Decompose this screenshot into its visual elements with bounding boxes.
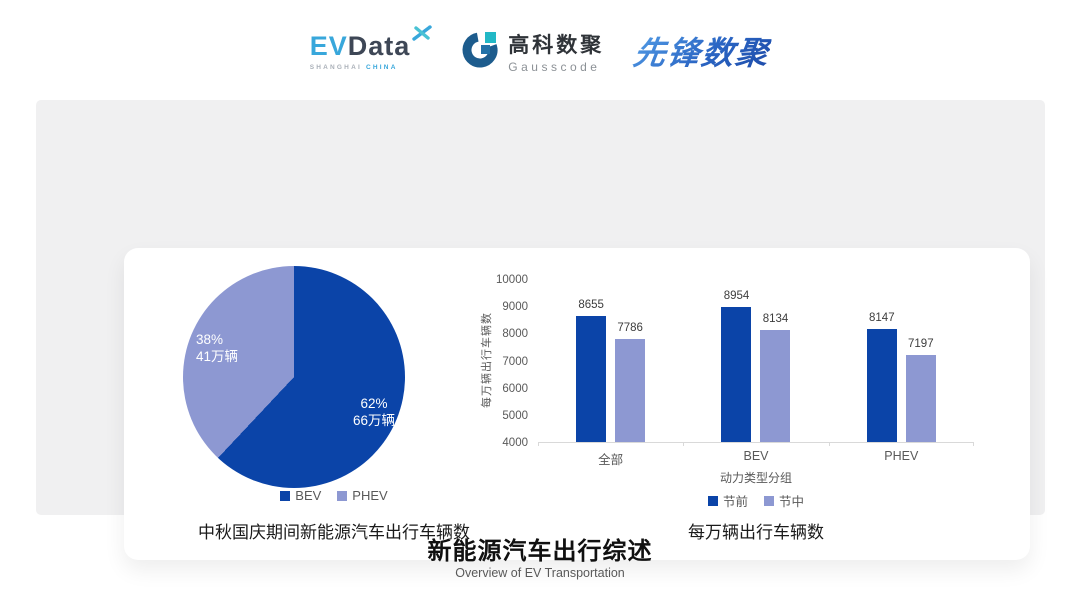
bar-wrap: 8954 xyxy=(721,290,752,442)
bar xyxy=(615,339,646,442)
pioneer-logo: 先锋数聚 xyxy=(631,28,773,74)
bar-group: 8147 7197 PHEV xyxy=(829,280,974,463)
bar xyxy=(866,329,897,442)
bar-legend: 节前 节中 xyxy=(538,491,974,510)
bar-value-label: 8134 xyxy=(762,312,789,325)
gausscode-g-icon xyxy=(460,29,500,74)
y-tick-label: 6000 xyxy=(502,382,528,395)
pie-legend: BEV PHEV xyxy=(124,488,544,503)
gausscode-logo: 高科数聚 Gausscode xyxy=(460,29,604,74)
pie-slice-label-bev: 62% 66万辆 xyxy=(343,395,405,429)
bar-value-label: 8655 xyxy=(578,298,604,311)
axis-tick xyxy=(828,442,830,446)
bar xyxy=(760,329,791,442)
pie-phev-percent: 38% xyxy=(196,332,224,347)
bar-wrap: 8134 xyxy=(760,313,791,442)
y-tick-label: 8000 xyxy=(502,328,528,341)
gausscode-name-cn: 高科数聚 xyxy=(508,33,605,57)
bar-value-label: 8954 xyxy=(723,290,750,303)
bar-chart-title: 每万辆出行车辆数 xyxy=(688,523,824,542)
evdata-tagline-left: SHANGHAI xyxy=(309,64,362,71)
y-tick-label: 7000 xyxy=(502,355,528,368)
y-tick-label: 4000 xyxy=(502,437,528,449)
header: EV Data SHANGHAI CHINA 高科数聚 Gausscode xyxy=(0,18,1080,84)
legend-swatch xyxy=(337,490,348,501)
bar xyxy=(721,307,752,442)
axis-tick xyxy=(538,442,539,446)
legend-item: BEV xyxy=(280,488,321,503)
bar-group: 8655 7786 全部 xyxy=(538,280,683,467)
category-label: BEV xyxy=(743,449,769,463)
pie-chart-title: 中秋国庆期间新能源汽车出行车辆数 xyxy=(198,523,470,542)
report-card: 38% 41万辆 62% 66万辆 BEV PHEV 中秋国庆期间新能源汽车出行车… xyxy=(124,248,1030,560)
legend-item: PHEV xyxy=(337,488,388,503)
evdata-logo-ev: EV xyxy=(309,31,348,61)
category-label: 全部 xyxy=(598,453,624,467)
evdata-logo: EV Data SHANGHAI CHINA xyxy=(309,25,432,71)
pie-chart xyxy=(183,266,405,488)
y-tick-label: 5000 xyxy=(502,409,528,422)
axis-tick xyxy=(973,442,974,446)
bar-wrap: 7197 xyxy=(905,338,936,442)
category-label: PHEV xyxy=(884,449,919,463)
bar xyxy=(905,355,936,442)
page-title: 新能源汽车出行综述 xyxy=(427,538,653,565)
bar-wrap: 7786 xyxy=(615,322,646,442)
legend-swatch xyxy=(280,490,291,501)
evdata-tagline: SHANGHAI CHINA xyxy=(310,64,398,71)
legend-swatch xyxy=(707,495,718,506)
bar xyxy=(576,315,607,442)
y-tick-label: 10000 xyxy=(496,274,528,286)
axis-tick xyxy=(683,442,685,446)
page-subtitle: Overview of EV Transportation xyxy=(455,566,625,580)
bar-wrap: 8147 xyxy=(866,312,897,442)
legend-item: 节中 xyxy=(764,491,804,510)
bar-value-label: 8147 xyxy=(869,312,895,325)
bar-wrap: 8655 xyxy=(576,299,607,442)
pie-bev-percent: 62% xyxy=(360,396,388,411)
evdata-x-icon xyxy=(412,25,432,46)
pie-bev-value: 66万辆 xyxy=(352,413,396,428)
legend-label: 节前 xyxy=(722,495,748,509)
legend-item: 节前 xyxy=(707,491,748,510)
legend-label: 节中 xyxy=(779,495,805,509)
evdata-logo-data: Data xyxy=(347,31,411,61)
gray-panel: 38% 41万辆 62% 66万辆 BEV PHEV 中秋国庆期间新能源汽车出行车… xyxy=(36,100,1045,560)
y-tick-label: 9000 xyxy=(502,301,528,314)
bar-plot: 8655 7786 全部 8954 8134 BEV 8147 7197 PHEV xyxy=(538,280,974,467)
bar-value-label: 7197 xyxy=(908,338,934,351)
bar-value-label: 7786 xyxy=(617,322,643,335)
evdata-tagline-right: CHINA xyxy=(366,64,398,71)
legend-label: BEV xyxy=(295,488,322,503)
legend-swatch xyxy=(764,495,774,506)
pie-slice-label-phev: 38% 41万辆 xyxy=(196,331,238,365)
bar-x-axis-label: 动力类型分组 xyxy=(719,471,792,485)
bar-y-axis: 10000 9000 8000 7000 6000 5000 4000 xyxy=(474,274,528,449)
bar-group: 8954 8134 BEV xyxy=(683,280,828,463)
pie-phev-value: 41万辆 xyxy=(196,349,239,364)
legend-label: PHEV xyxy=(352,488,388,503)
gausscode-name-en: Gausscode xyxy=(508,59,601,74)
